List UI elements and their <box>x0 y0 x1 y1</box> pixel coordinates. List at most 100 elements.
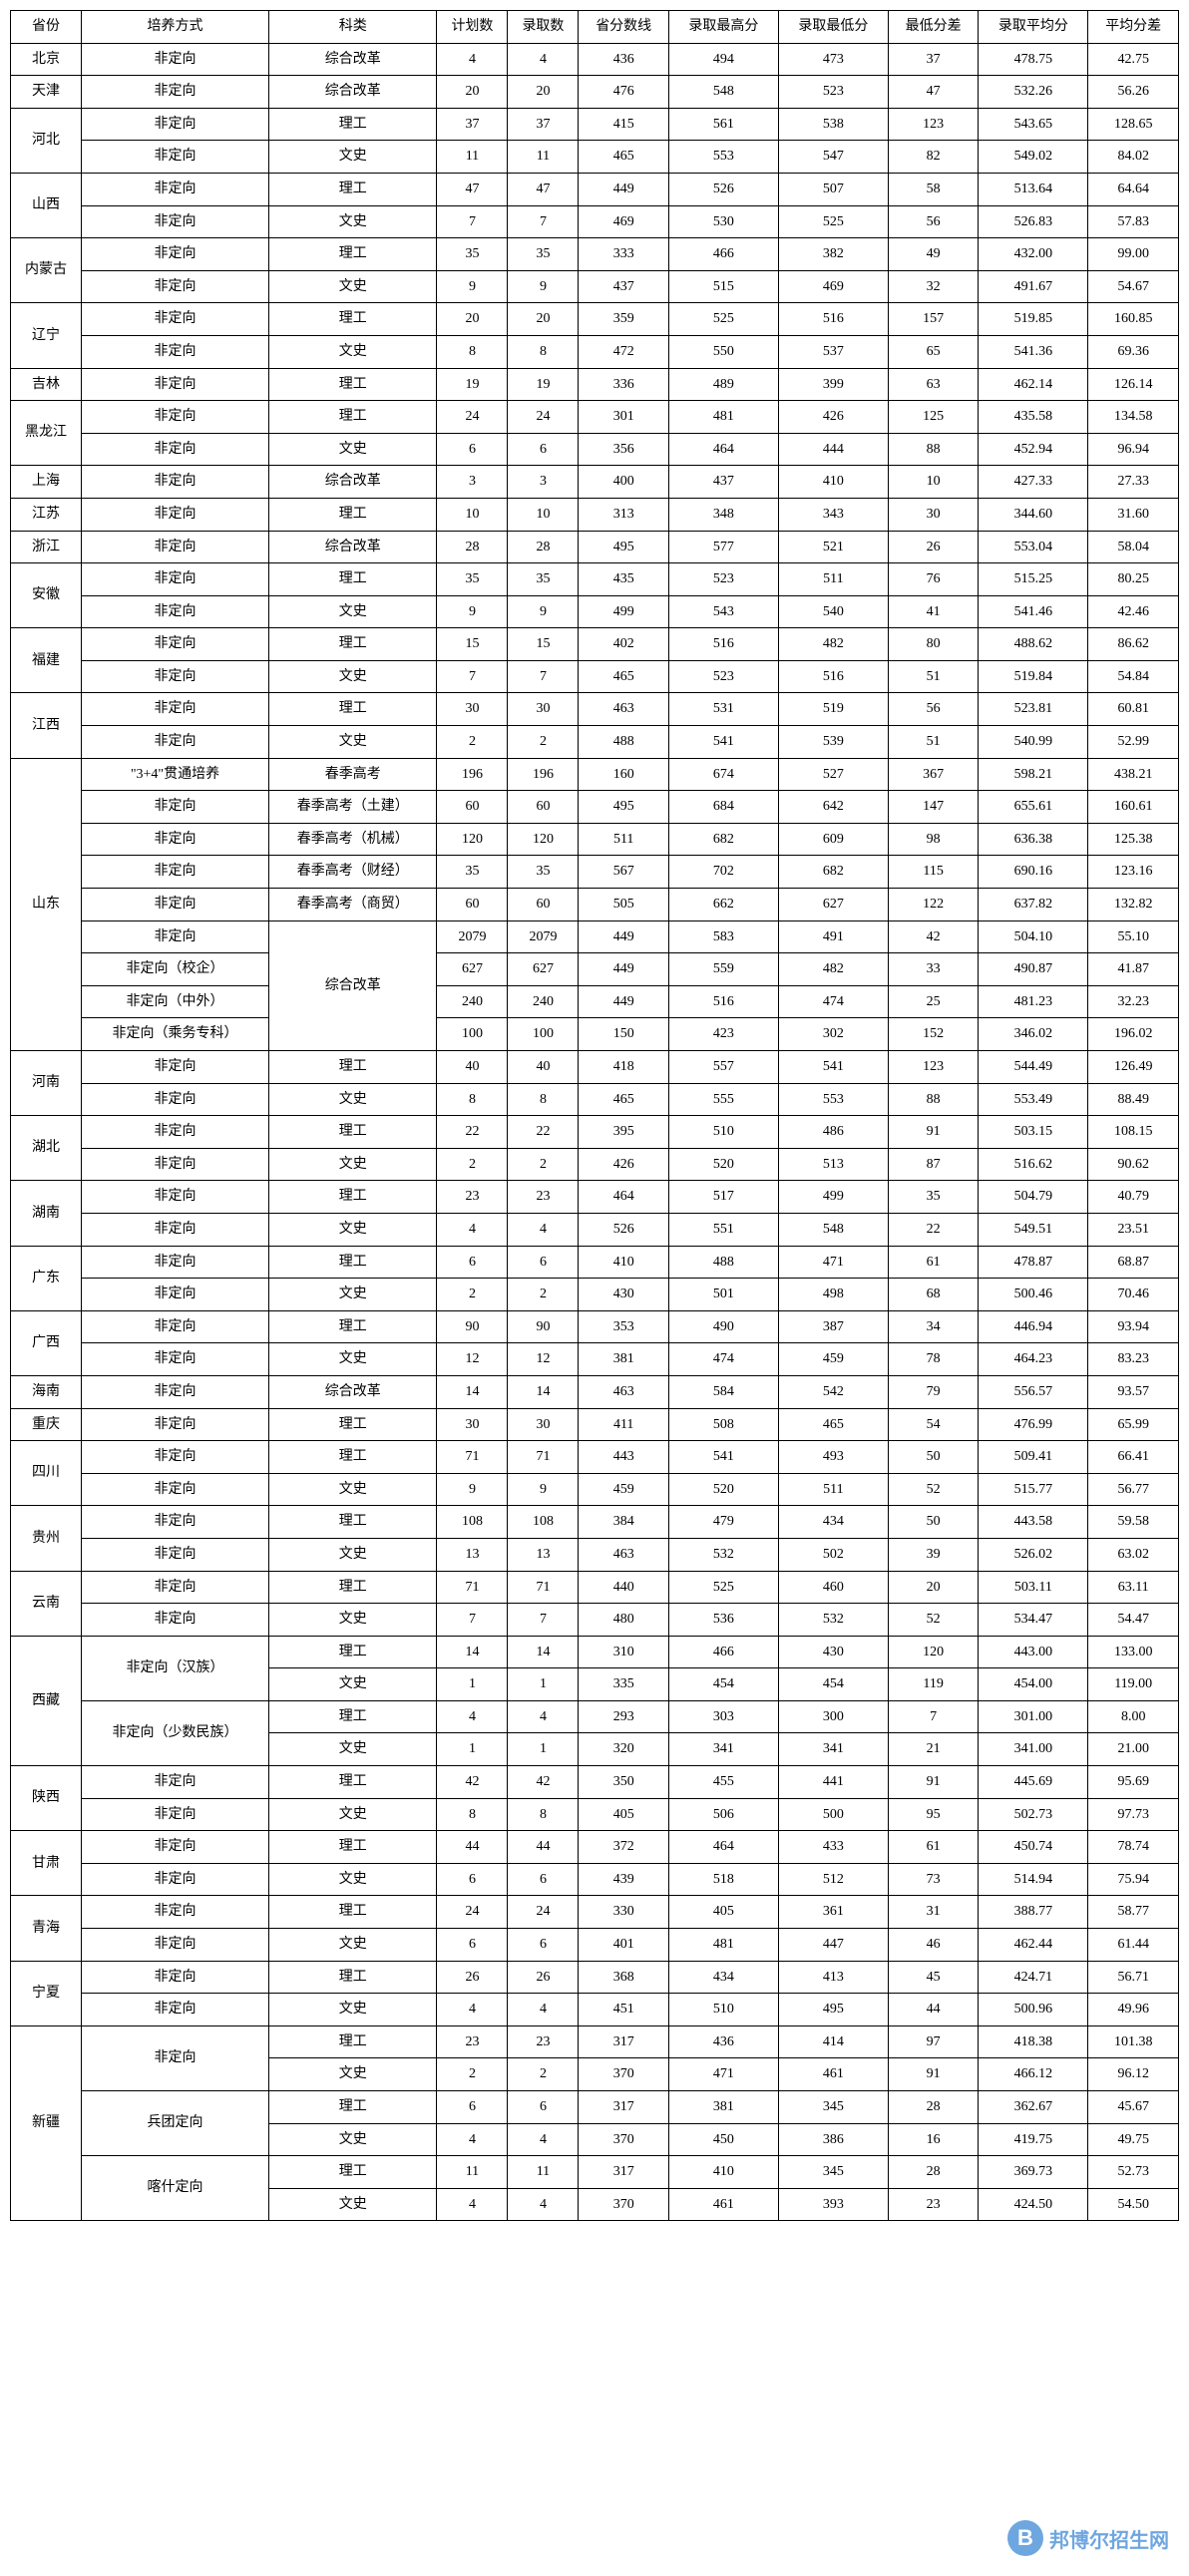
table-cell: 662 <box>668 889 778 921</box>
table-cell: 511 <box>778 563 888 596</box>
table-cell: 理工 <box>268 1408 436 1441</box>
table-cell: 西藏 <box>11 1636 82 1765</box>
table-cell: 非定向 <box>82 595 269 628</box>
table-cell: 482 <box>778 628 888 661</box>
table-cell: 文史 <box>268 270 436 303</box>
table-cell: 534.47 <box>979 1604 1088 1637</box>
table-cell: 49 <box>888 238 979 271</box>
table-cell: 广西 <box>11 1310 82 1375</box>
table-cell: 2 <box>437 1279 508 1311</box>
table-cell: 642 <box>778 791 888 824</box>
table-cell: 28 <box>437 531 508 563</box>
table-cell: 415 <box>579 108 669 141</box>
table-cell: 52 <box>888 1604 979 1637</box>
table-row: 非定向文史8847255053765541.3669.36 <box>11 335 1179 368</box>
table-cell: 春季高考（土建） <box>268 791 436 824</box>
table-cell: 8 <box>508 1798 579 1831</box>
table-cell: 20 <box>437 76 508 109</box>
table-cell: 非定向 <box>82 1473 269 1506</box>
table-cell: 521 <box>778 531 888 563</box>
table-cell: 517 <box>668 1181 778 1214</box>
table-cell: 理工 <box>268 1700 436 1733</box>
table-cell: 91 <box>888 1766 979 1799</box>
table-cell: 88 <box>888 1083 979 1116</box>
table-cell: 非定向 <box>82 889 269 921</box>
table-cell: 非定向 <box>82 823 269 856</box>
table-cell: 466.12 <box>979 2058 1088 2091</box>
table-row: 山西非定向理工474744952650758513.6464.64 <box>11 173 1179 205</box>
table-cell: 532 <box>668 1538 778 1571</box>
table-cell: 文史 <box>268 595 436 628</box>
table-cell: 541 <box>668 726 778 759</box>
table-cell: "3+4"贯通培养 <box>82 758 269 791</box>
table-cell: 22 <box>888 1213 979 1246</box>
table-cell: 文史 <box>268 1343 436 1376</box>
table-cell: 64.64 <box>1088 173 1179 205</box>
table-cell: 447 <box>778 1929 888 1962</box>
table-cell: 637.82 <box>979 889 1088 921</box>
col-avg: 录取平均分 <box>979 11 1088 44</box>
table-cell: 301.00 <box>979 1700 1088 1733</box>
table-cell: 240 <box>508 985 579 1018</box>
table-row: 非定向春季高考（商贸）6060505662627122637.82132.82 <box>11 889 1179 921</box>
table-cell: 非定向 <box>82 1604 269 1637</box>
table-cell: 97 <box>888 2025 979 2058</box>
table-cell: 343 <box>778 498 888 531</box>
table-cell: 理工 <box>268 498 436 531</box>
table-row: 非定向文史4452655154822549.5123.51 <box>11 1213 1179 1246</box>
table-cell: 24 <box>508 1896 579 1929</box>
table-cell: 382 <box>778 238 888 271</box>
table-cell: 26 <box>508 1961 579 1994</box>
table-cell: 非定向 <box>82 1766 269 1799</box>
table-cell: 449 <box>579 985 669 1018</box>
table-cell: 理工 <box>268 401 436 434</box>
table-cell: 516 <box>668 628 778 661</box>
table-cell: 4 <box>508 1994 579 2026</box>
table-cell: 480 <box>579 1604 669 1637</box>
table-cell: 341.00 <box>979 1733 1088 1766</box>
table-row: 非定向文史111146555354782549.0284.02 <box>11 141 1179 174</box>
table-cell: 非定向 <box>82 531 269 563</box>
table-cell: 理工 <box>268 1051 436 1084</box>
table-cell: 23 <box>437 2025 508 2058</box>
table-cell: 6 <box>437 1929 508 1962</box>
table-cell: 86.62 <box>1088 628 1179 661</box>
table-cell: 520 <box>668 1148 778 1181</box>
table-row: 浙江非定向综合改革282849557752126553.0458.04 <box>11 531 1179 563</box>
table-cell: 115 <box>888 856 979 889</box>
table-cell: 544.49 <box>979 1051 1088 1084</box>
table-cell: 非定向 <box>82 791 269 824</box>
table-cell: 439 <box>579 1863 669 1896</box>
table-cell: 理工 <box>268 563 436 596</box>
table-cell: 非定向 <box>82 433 269 466</box>
table-cell: 427.33 <box>979 466 1088 499</box>
table-cell: 新疆 <box>11 2025 82 2221</box>
table-cell: 非定向 <box>82 173 269 205</box>
table-cell: 4 <box>508 2123 579 2156</box>
table-cell: 22 <box>508 1116 579 1149</box>
table-cell: 非定向 <box>82 1213 269 1246</box>
table-cell: 非定向 <box>82 726 269 759</box>
table-cell: 6 <box>437 433 508 466</box>
table-row: 陕西非定向理工424235045544191445.6995.69 <box>11 1766 1179 1799</box>
table-row: 非定向（校企）62762744955948233490.8741.87 <box>11 953 1179 986</box>
table-cell: 482 <box>778 953 888 986</box>
table-cell: 47 <box>888 76 979 109</box>
table-cell: 非定向 <box>82 1961 269 1994</box>
table-row: 非定向文史2243050149868500.4670.46 <box>11 1279 1179 1311</box>
table-cell: 7 <box>437 205 508 238</box>
table-cell: 4 <box>508 1213 579 1246</box>
watermark-icon: B <box>1007 2520 1043 2556</box>
table-cell: 文史 <box>268 141 436 174</box>
table-cell: 23 <box>888 2188 979 2221</box>
table-row: 非定向（中外）24024044951647425481.2332.23 <box>11 985 1179 1018</box>
table-cell: 443.00 <box>979 1636 1088 1668</box>
table-cell: 42 <box>888 920 979 953</box>
table-cell: 71 <box>508 1571 579 1604</box>
table-cell: 23.51 <box>1088 1213 1179 1246</box>
table-cell: 510 <box>668 1116 778 1149</box>
table-row: 四川非定向理工717144354149350509.4166.41 <box>11 1441 1179 1474</box>
table-cell: 97.73 <box>1088 1798 1179 1831</box>
table-cell: 71 <box>508 1441 579 1474</box>
table-cell: 综合改革 <box>268 531 436 563</box>
